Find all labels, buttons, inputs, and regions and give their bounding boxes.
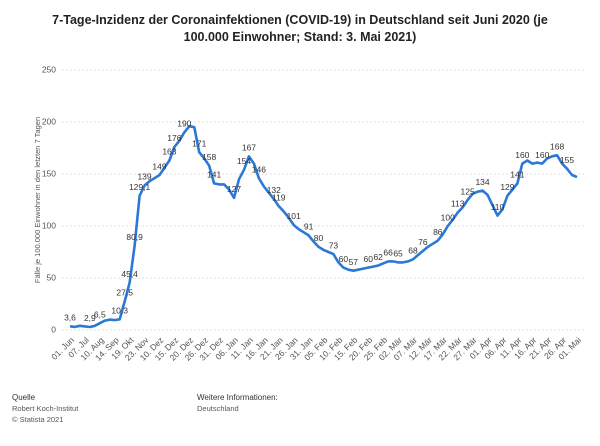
data-label: 60: [339, 254, 349, 264]
data-label: 190: [177, 119, 191, 129]
y-tick-label: 0: [51, 324, 56, 334]
data-label: 154: [237, 156, 251, 166]
data-label: 100: [441, 212, 455, 222]
data-label: 176: [167, 133, 181, 143]
data-label: 168: [550, 142, 564, 152]
y-tick-label: 100: [42, 220, 56, 230]
data-label: 2,9: [84, 313, 96, 323]
source-heading: Quelle: [12, 393, 36, 402]
info: Weitere Informationen: Deutschland: [197, 392, 278, 414]
data-label: 163: [162, 147, 176, 157]
data-label: 113: [451, 199, 465, 209]
data-label: 65: [393, 249, 403, 259]
data-label: 101: [287, 211, 301, 221]
source-line: © Statista 2021: [12, 415, 64, 424]
data-label: 10,3: [111, 306, 128, 316]
data-label: 62: [373, 252, 383, 262]
data-label: 129,1: [129, 182, 151, 192]
data-label: 27,5: [116, 288, 133, 298]
y-tick-label: 50: [47, 272, 57, 282]
data-label: 68: [408, 246, 418, 256]
data-label: 3,6: [64, 313, 76, 323]
data-label: 171: [192, 138, 206, 148]
data-label: 155: [560, 155, 574, 165]
data-label: 91: [304, 222, 314, 232]
y-tick-label: 150: [42, 168, 56, 178]
data-label: 139: [137, 172, 151, 182]
data-label: 45,4: [121, 269, 138, 279]
source-line: Robert Koch-Institut: [12, 404, 79, 413]
info-line: Deutschland: [197, 404, 239, 413]
data-label: 160: [515, 150, 529, 160]
data-label: 80: [314, 233, 324, 243]
data-label: 80,9: [126, 232, 143, 242]
data-label: 110: [491, 202, 505, 212]
info-heading: Weitere Informationen:: [197, 393, 278, 402]
data-label: 158: [202, 152, 216, 162]
data-label: 86: [433, 227, 443, 237]
chart-title: 7-Tage-Inzidenz der Coronainfektionen (C…: [52, 13, 548, 44]
data-label: 127: [227, 184, 241, 194]
y-tick-label: 250: [42, 64, 56, 74]
data-label: 73: [329, 240, 339, 250]
data-label: 6,5: [94, 309, 106, 319]
data-label: 146: [252, 164, 266, 174]
data-label: 132: [267, 185, 281, 195]
data-label: 129: [500, 182, 514, 192]
data-label: 60: [364, 254, 374, 264]
data-label: 141: [510, 170, 524, 180]
y-axis-label: Fälle je 100.000 Einwohner in den letzte…: [33, 117, 42, 283]
data-line: [69, 124, 578, 329]
data-label: 66: [383, 248, 393, 258]
data-label: 167: [242, 143, 256, 153]
data-label: 125: [461, 186, 475, 196]
data-label: 160: [535, 150, 549, 160]
data-label: 134: [475, 177, 489, 187]
source: Quelle Robert Koch-Institut © Statista 2…: [12, 392, 78, 425]
data-label: 141: [207, 170, 221, 180]
data-label: 57: [349, 257, 359, 267]
y-tick-label: 200: [42, 116, 56, 126]
data-label: 119: [272, 192, 286, 202]
data-label: 149: [152, 161, 166, 171]
data-label: 76: [418, 237, 428, 247]
